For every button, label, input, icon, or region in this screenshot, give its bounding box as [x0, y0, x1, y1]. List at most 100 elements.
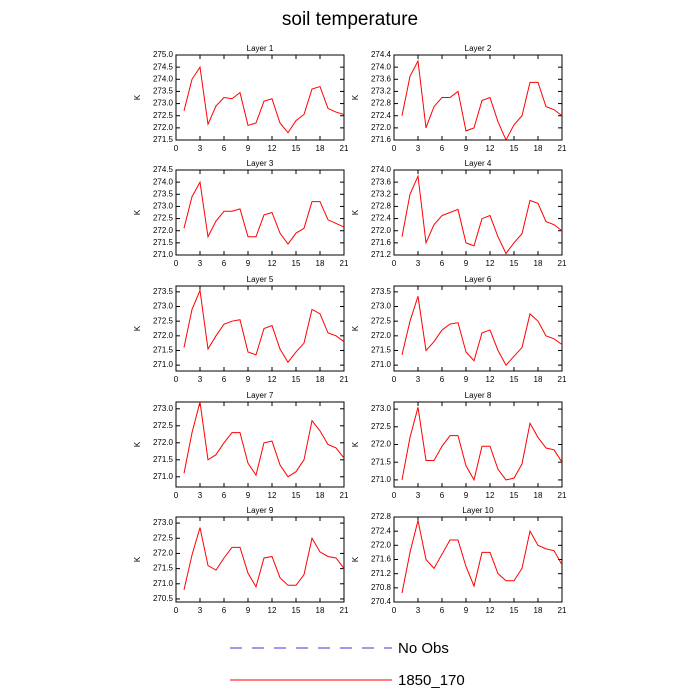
y-tick-label: 272.8 — [371, 99, 392, 108]
y-tick-label: 272.8 — [371, 512, 392, 521]
y-tick-label: 271.5 — [153, 346, 174, 355]
x-tick-label: 18 — [534, 606, 543, 615]
x-tick-label: 12 — [268, 491, 277, 500]
y-tick-label: 272.0 — [371, 440, 392, 449]
y-tick-label: 271.5 — [371, 346, 392, 355]
x-tick-label: 3 — [198, 375, 203, 384]
x-tick-label: 6 — [440, 259, 445, 268]
data-line — [183, 401, 345, 478]
y-tick-label: 272.4 — [371, 214, 392, 223]
plot-frame — [393, 516, 563, 603]
y-tick-label: 272.0 — [371, 540, 392, 549]
y-tick-label: 275.0 — [153, 50, 174, 59]
x-tick-label: 21 — [340, 375, 349, 384]
x-tick-label: 6 — [440, 375, 445, 384]
y-tick-label: 271.5 — [153, 238, 174, 247]
x-tick-label: 9 — [464, 606, 469, 615]
panel-title: Layer 4 — [465, 159, 492, 168]
x-tick-label: 3 — [198, 144, 203, 153]
y-tick-label: 273.5 — [153, 87, 174, 96]
y-tick-label: 272.0 — [371, 226, 392, 235]
x-tick-label: 6 — [440, 606, 445, 615]
x-tick-label: 18 — [316, 606, 325, 615]
y-tick-label: 274.0 — [371, 165, 392, 174]
plot-frame — [175, 401, 345, 488]
x-tick-label: 6 — [222, 259, 227, 268]
y-tick-label: 271.6 — [371, 238, 392, 247]
y-tick-label: 271.0 — [153, 360, 174, 369]
x-tick-label: 12 — [486, 606, 495, 615]
x-tick-label: 9 — [464, 491, 469, 500]
x-tick-label: 15 — [510, 375, 519, 384]
x-tick-label: 15 — [292, 606, 301, 615]
data-line — [401, 59, 563, 142]
x-tick-label: 15 — [510, 491, 519, 500]
y-tick-label: 271.5 — [371, 457, 392, 466]
panel-title: Layer 5 — [247, 275, 274, 284]
y-tick-label: 272.0 — [371, 123, 392, 132]
x-tick-label: 0 — [392, 144, 397, 153]
panel-title: Layer 6 — [465, 275, 492, 284]
x-tick-label: 9 — [464, 259, 469, 268]
y-axis-label: K — [133, 325, 142, 331]
x-tick-label: 9 — [246, 491, 251, 500]
plot-frame — [175, 169, 345, 256]
x-tick-label: 3 — [416, 491, 421, 500]
y-tick-label: 273.5 — [371, 287, 392, 296]
y-tick-label: 273.0 — [153, 99, 174, 108]
y-tick-label: 273.0 — [153, 518, 174, 527]
y-tick-label: 272.0 — [153, 123, 174, 132]
y-tick-label: 273.0 — [153, 404, 174, 413]
y-tick-label: 272.0 — [153, 226, 174, 235]
data-line — [183, 527, 345, 590]
y-tick-label: 271.5 — [153, 455, 174, 464]
y-tick-label: 272.0 — [153, 438, 174, 447]
x-tick-label: 18 — [534, 259, 543, 268]
x-tick-label: 3 — [416, 375, 421, 384]
y-tick-label: 272.5 — [371, 422, 392, 431]
y-tick-label: 270.5 — [153, 594, 174, 603]
x-tick-label: 0 — [174, 259, 179, 268]
y-tick-label: 272.8 — [371, 202, 392, 211]
x-tick-label: 0 — [392, 606, 397, 615]
x-tick-label: 21 — [340, 259, 349, 268]
data-line — [401, 174, 563, 255]
x-tick-label: 3 — [416, 606, 421, 615]
x-tick-label: 9 — [464, 144, 469, 153]
x-tick-label: 18 — [316, 259, 325, 268]
y-tick-label: 270.8 — [371, 583, 392, 592]
data-line — [401, 407, 563, 482]
x-tick-label: 18 — [534, 491, 543, 500]
x-tick-label: 0 — [392, 259, 397, 268]
x-tick-label: 12 — [268, 375, 277, 384]
y-axis-label: K — [351, 556, 360, 562]
y-tick-label: 273.0 — [153, 202, 174, 211]
plot-frame — [393, 54, 563, 141]
x-tick-label: 12 — [268, 144, 277, 153]
x-tick-label: 21 — [558, 491, 567, 500]
x-tick-label: 21 — [340, 144, 349, 153]
x-tick-label: 21 — [340, 491, 349, 500]
x-tick-label: 21 — [558, 259, 567, 268]
x-tick-label: 9 — [464, 375, 469, 384]
x-tick-label: 3 — [416, 144, 421, 153]
plot-frame — [393, 285, 563, 372]
x-tick-label: 6 — [222, 375, 227, 384]
x-tick-label: 9 — [246, 606, 251, 615]
y-tick-label: 271.6 — [371, 555, 392, 564]
x-tick-label: 18 — [316, 144, 325, 153]
x-tick-label: 15 — [510, 144, 519, 153]
y-axis-label: K — [351, 94, 360, 100]
x-tick-label: 6 — [222, 606, 227, 615]
x-tick-label: 6 — [222, 144, 227, 153]
y-tick-label: 273.6 — [371, 74, 392, 83]
data-line — [183, 180, 345, 245]
x-tick-label: 12 — [486, 144, 495, 153]
y-axis-label: K — [351, 325, 360, 331]
x-tick-label: 12 — [486, 259, 495, 268]
y-tick-label: 271.5 — [153, 135, 174, 144]
y-tick-label: 272.0 — [153, 549, 174, 558]
y-tick-label: 271.0 — [153, 579, 174, 588]
y-tick-label: 271.0 — [153, 472, 174, 481]
